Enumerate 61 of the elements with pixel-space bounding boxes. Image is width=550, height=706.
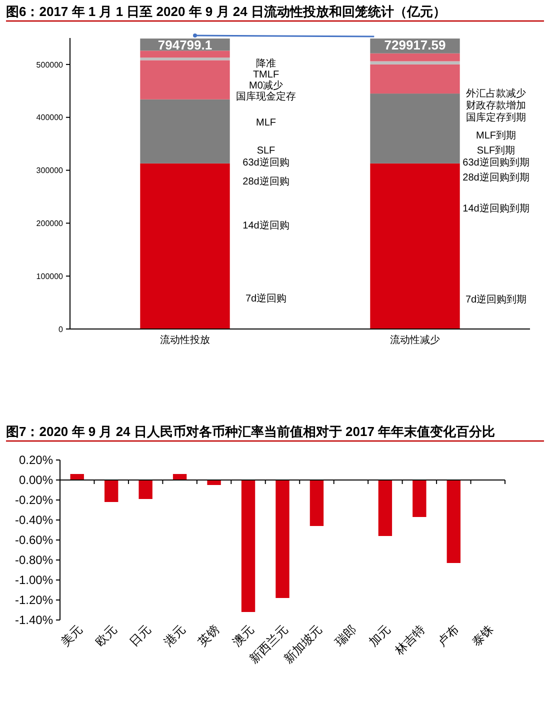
annotation: M0减少 [249,80,283,92]
y-tick-label: -0.60% [14,533,54,548]
x-tick-label: 泰铢 [469,622,496,650]
bar [370,94,460,164]
y-tick-label: 0.00% [18,473,54,488]
annotation: 28d逆回购到期 [462,172,530,184]
annotation: 降准 [256,58,276,70]
annotation: 63d逆回购 [242,156,290,168]
y-tick-label: 500000 [36,60,64,70]
x-tick-label: 流动性投放 [160,334,210,346]
annotation: 国库定存到期 [466,112,526,124]
y-tick-label: 100000 [36,272,64,281]
annotation: 7d逆回购 [245,292,287,304]
annotation: 外汇占款减少 [466,88,526,100]
y-tick-label: -1.20% [14,593,54,608]
bar [370,163,460,329]
annotation: SLF [256,146,276,156]
y-tick-label: -1.00% [14,573,54,588]
x-tick-label: 卢布 [434,622,462,650]
y-tick-label: 300000 [36,166,64,176]
y-tick-label: 400000 [36,113,64,122]
x-tick-label: 美元 [58,622,86,650]
annotation: MLF [256,118,276,128]
y-tick-label: -0.20% [14,493,54,508]
x-tick-label: 加元 [366,622,394,650]
x-tick-label: 瑞郎 [332,622,360,650]
annotation: 28d逆回购 [242,176,290,188]
annotation: 7d逆回购到期 [465,294,527,306]
x-tick-label: 欧元 [92,622,120,650]
y-tick-label: -0.40% [14,513,54,528]
y-tick-label: 0.20% [18,453,54,468]
y-tick-label: 200000 [36,218,64,228]
annotation: 729917.59 [384,38,446,53]
annotation: 14d逆回购 [242,220,290,232]
x-tick-label: 英镑 [195,622,222,650]
x-tick-label: 澳元 [230,622,256,650]
annotation: 国库现金定存 [236,90,296,102]
annotation: 63d逆回购到期 [462,156,530,168]
annotation: 财政存款增加 [466,100,526,112]
y-tick-label: 0 [58,324,64,334]
annotation: 794799.1 [158,38,212,53]
x-tick-label: 林吉特 [391,622,428,658]
x-tick-label: 日元 [126,622,154,650]
bar [370,53,460,62]
chart-title: 图6：2017 年 1 月 1 日至 2020 年 9 月 24 日流动性投放和回笼统计（亿元） [6,4,446,19]
annotation: MLF到期 [476,130,516,142]
annotation: SLF到期 [476,144,516,156]
y-tick-label: -0.80% [14,553,54,568]
y-tick-label: -1.40% [14,613,54,628]
x-tick-label: 流动性减少 [390,334,440,346]
bar [140,58,230,60]
bar [140,163,230,329]
bar [370,61,460,64]
bar [140,60,230,100]
bar [370,64,460,94]
bar [140,99,230,164]
annotation: TMLF [252,70,280,80]
bar [140,50,230,58]
x-tick-label: 港元 [161,622,188,650]
annotation: 14d逆回购到期 [462,202,530,214]
chart-title: 图7：2020 年 9 月 24 日人民币对各币种汇率当前值相对于 2017 年年末值变化百分比 [6,424,496,439]
